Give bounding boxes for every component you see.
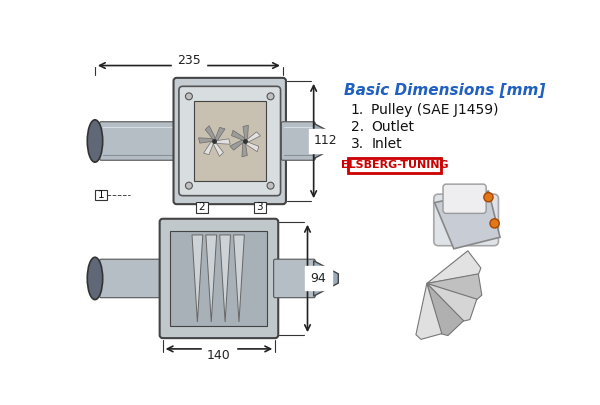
Text: 3.: 3. [350,137,364,151]
Bar [95,190,107,200]
Text: Pulley (SAE J1459): Pulley (SAE J1459) [371,103,499,117]
Circle shape [267,182,274,189]
Polygon shape [427,284,477,321]
Polygon shape [314,261,338,296]
Polygon shape [427,251,481,284]
Polygon shape [192,235,203,322]
Polygon shape [233,235,244,322]
Bar [170,231,268,326]
Polygon shape [416,284,442,339]
Ellipse shape [87,257,103,300]
Polygon shape [214,141,223,156]
Polygon shape [314,123,338,159]
Bar [194,101,266,181]
Polygon shape [199,138,214,143]
Polygon shape [203,141,214,155]
FancyBboxPatch shape [274,259,315,298]
Polygon shape [220,235,230,322]
Text: Outlet: Outlet [371,120,415,134]
Polygon shape [214,128,225,141]
Polygon shape [243,125,248,141]
Polygon shape [245,141,259,152]
FancyBboxPatch shape [160,219,278,338]
Circle shape [490,219,499,228]
Polygon shape [206,235,217,322]
Circle shape [267,93,274,100]
Text: Inlet: Inlet [371,137,402,151]
Text: 94: 94 [310,272,326,285]
Polygon shape [214,139,230,144]
Polygon shape [205,126,215,141]
Ellipse shape [87,120,103,162]
Polygon shape [232,130,245,141]
Text: 1.: 1. [350,103,364,117]
Text: 2.: 2. [350,120,364,134]
Polygon shape [427,274,482,300]
FancyBboxPatch shape [173,78,286,204]
FancyBboxPatch shape [100,259,164,298]
Polygon shape [434,191,500,249]
Text: 2: 2 [199,202,205,212]
Circle shape [185,93,193,100]
FancyBboxPatch shape [443,184,486,213]
Text: 140: 140 [207,350,231,362]
FancyBboxPatch shape [179,86,281,196]
Bar [349,158,441,173]
FancyBboxPatch shape [100,122,178,160]
FancyBboxPatch shape [281,122,315,160]
Polygon shape [242,141,247,157]
Polygon shape [230,140,245,150]
Text: 112: 112 [314,134,338,147]
Text: 235: 235 [177,53,201,67]
Polygon shape [427,284,464,336]
Bar [254,202,266,213]
Text: 1: 1 [98,190,104,200]
Polygon shape [245,132,260,142]
Bar [196,202,208,213]
Text: 3: 3 [256,202,263,212]
Circle shape [484,193,493,202]
FancyBboxPatch shape [434,194,499,246]
Circle shape [185,182,193,189]
Text: Basic Dimensions [mm]: Basic Dimensions [mm] [344,83,546,98]
Text: ELSBERG-TUNING: ELSBERG-TUNING [341,160,448,170]
